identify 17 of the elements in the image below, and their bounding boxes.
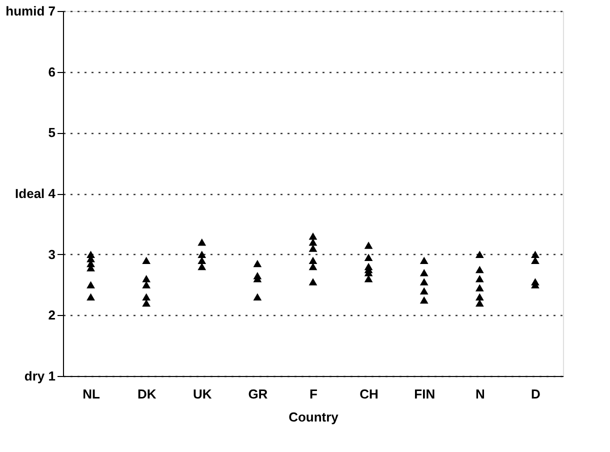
y-tick-label: 2 xyxy=(48,308,56,323)
y-tick-label: humid 7 xyxy=(6,4,56,18)
y-tick-label: dry 1 xyxy=(24,368,56,384)
x-tick-label: FIN xyxy=(414,386,436,402)
x-tick-label: F xyxy=(310,386,318,402)
x-tick-label: GR xyxy=(248,386,268,402)
y-tick-label: Ideal 4 xyxy=(15,186,56,201)
y-tick-label: 6 xyxy=(48,64,56,80)
x-tick-label: UK xyxy=(193,386,212,402)
x-tick-label: D xyxy=(531,386,540,402)
x-tick-label: N xyxy=(475,386,485,402)
x-tick-label: DK xyxy=(137,386,157,402)
x-axis-title: Country xyxy=(288,410,340,424)
y-tick-label: 3 xyxy=(48,246,56,262)
x-tick-label: CH xyxy=(360,386,378,402)
y-tick-label: 5 xyxy=(48,125,56,140)
x-tick-label: NL xyxy=(82,386,100,402)
